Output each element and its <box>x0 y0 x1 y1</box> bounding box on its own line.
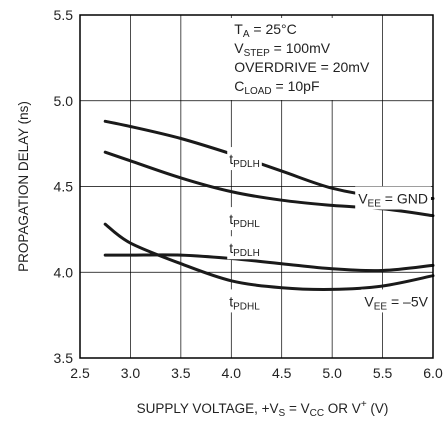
series-label-bg <box>227 289 263 313</box>
group-label-bg <box>355 186 431 210</box>
condition-line-3: OVERDRIVE = 20mV <box>234 59 370 75</box>
conditions-bg <box>229 18 374 100</box>
x-axis-title: SUPPLY VOLTAGE, +VS = VCC OR V+ (V) <box>137 399 389 419</box>
x-title-sub1: S <box>279 408 286 419</box>
series-label-2: tPDHL <box>229 211 260 230</box>
x-title-mid: = V <box>285 401 309 416</box>
y-tick-label: 5.0 <box>54 93 74 109</box>
series-label-1: tPDLH <box>229 151 260 170</box>
condition-line-1: TA = 25°C <box>234 21 296 40</box>
condition-line-4: CLOAD = 10pF <box>234 78 319 97</box>
y-axis-title: PROPAGATION DELAY (ns) <box>16 101 31 272</box>
condition-line-2: VSTEP = 100mV <box>234 40 330 59</box>
x-tick-label: 3.0 <box>121 365 141 381</box>
y-tick-label: 5.5 <box>54 7 74 23</box>
x-tick-label: 5.0 <box>322 365 342 381</box>
plot-frame <box>79 14 434 359</box>
x-tick-label: 2.5 <box>70 365 90 381</box>
series-label-4: tPDHL <box>229 293 260 312</box>
series-labels: tPDLH tPDHL tPDLH tPDHL VEE = GND VEE = –5V <box>227 147 432 313</box>
x-title-sub2: CC <box>310 408 324 419</box>
x-tick-label: 6.0 <box>423 365 443 381</box>
series-label-bg <box>227 236 262 260</box>
series-label-bg <box>227 207 263 231</box>
y-tick-label: 4.5 <box>54 179 74 195</box>
group-label-bg <box>361 289 432 313</box>
x-tick-label: 5.5 <box>373 365 393 381</box>
group-label-1: VEE = GND <box>358 191 428 210</box>
series-label-bg <box>227 147 262 171</box>
x-title-mid2: OR V <box>324 401 361 416</box>
series-line-4 <box>103 222 435 291</box>
x-title-sup: + <box>361 399 367 410</box>
series-label-3: tPDLH <box>229 240 260 259</box>
x-title-suffix: (V) <box>367 401 389 416</box>
x-tick-label: 3.5 <box>171 365 191 381</box>
group-label-2: VEE = –5V <box>364 293 428 312</box>
y-tick-label: 4.0 <box>54 264 74 280</box>
y-tick-label: 3.5 <box>54 350 74 366</box>
x-title-prefix: SUPPLY VOLTAGE, +V <box>137 401 279 416</box>
series-line-3 <box>103 253 435 273</box>
x-tick-label: 4.5 <box>272 365 292 381</box>
tick-labels: 2.5 3.0 3.5 4.0 4.5 5.0 5.5 6.0 3.5 4.0 4.5 5.0 5.5 <box>54 7 443 381</box>
x-tick-label: 4.0 <box>222 365 242 381</box>
